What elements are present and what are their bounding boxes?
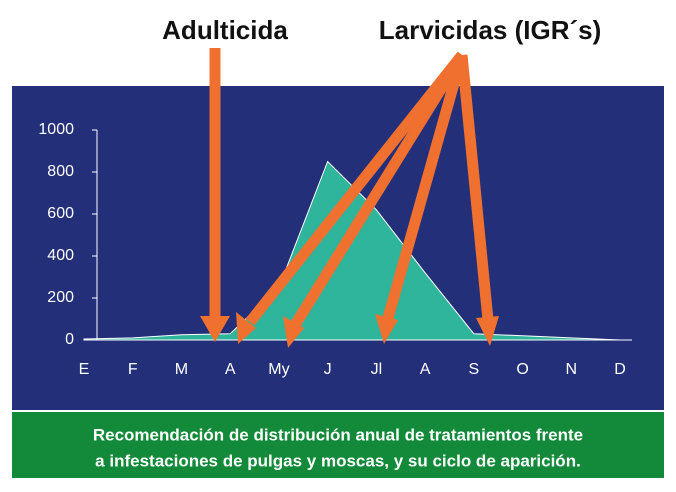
arrowhead [283,316,304,348]
x-tick-label: O [516,361,528,378]
arrow [382,53,468,320]
x-tick-label: F [128,361,138,378]
x-tick-label: N [565,361,577,378]
x-tick-label: M [175,361,188,378]
x-tick-label: D [614,361,626,378]
y-tick-label: 800 [47,163,74,180]
y-tick-label: 200 [47,289,74,306]
x-tick-label: J [324,361,332,378]
y-tick-label: 0 [65,331,74,348]
arrow [290,52,467,328]
x-tick-label: E [79,361,90,378]
arrows [200,48,499,348]
annotation: Adulticida [162,15,288,45]
y-tick-label: 600 [47,205,74,222]
annotation: Larvicidas (IGR´s) [379,15,602,45]
arrowhead [476,316,499,346]
x-tick-label: Jl [371,361,383,378]
x-tick-label: A [420,361,431,378]
x-tick-label: S [468,361,479,378]
caption-background [12,412,664,478]
y-tick-label: 400 [47,247,74,264]
arrowhead [375,314,398,344]
arrow [456,54,494,321]
caption: a infestaciones de pulgas y moscas, y su… [95,451,581,470]
x-tick-label: A [225,361,236,378]
arrowhead [236,312,256,344]
arrow [245,51,467,326]
y-tick-label: 1000 [38,121,74,138]
caption: Recomendación de distribución anual de t… [93,425,583,444]
arrowhead [200,316,230,342]
x-tick-label: My [268,361,289,378]
